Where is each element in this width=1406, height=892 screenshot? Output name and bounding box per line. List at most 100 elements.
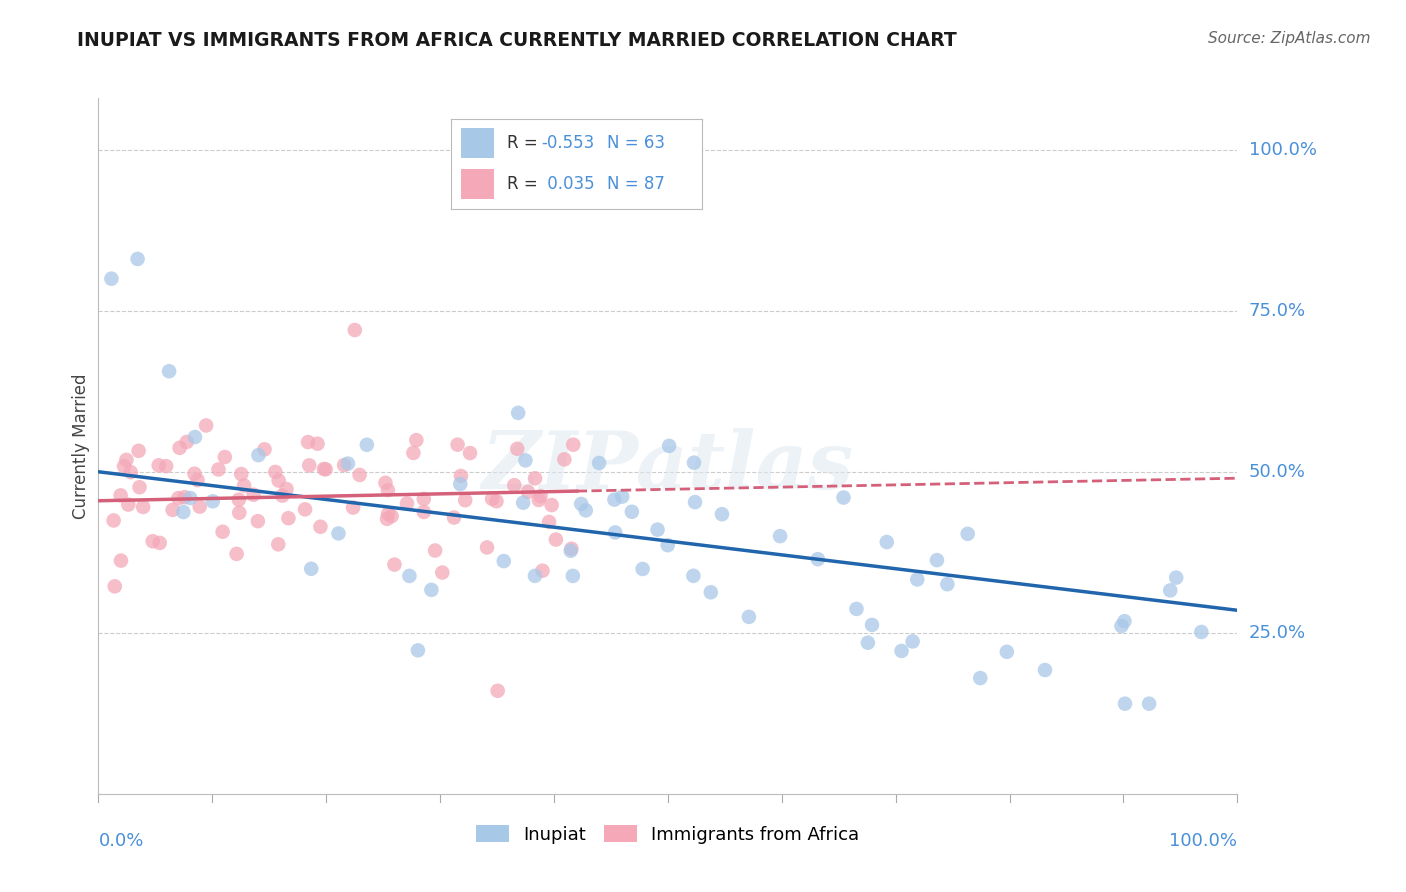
Point (120, 465, 142, 479)
Point (384, 558, 406, 572)
Point (454, 493, 477, 508)
Point (299, 562, 322, 576)
Point (527, 493, 550, 508)
Text: 25.0%: 25.0% (1249, 624, 1306, 642)
Point (225, 547, 247, 561)
Point (276, 482, 298, 496)
Point (523, 569, 546, 583)
Point (458, 446, 481, 460)
Point (890, 644, 912, 658)
Point (315, 462, 337, 476)
Point (876, 535, 898, 549)
Point (956, 526, 979, 541)
Point (512, 496, 534, 510)
Point (769, 529, 792, 543)
Point (149, 536, 172, 550)
Point (207, 462, 229, 476)
Point (142, 534, 165, 549)
Y-axis label: Currently Married: Currently Married (72, 373, 90, 519)
Point (184, 430, 207, 444)
Point (683, 456, 706, 470)
Point (264, 465, 287, 479)
Point (1114, 697, 1136, 711)
Text: Source: ZipAtlas.com: Source: ZipAtlas.com (1208, 31, 1371, 46)
Point (631, 562, 654, 576)
Point (807, 552, 830, 566)
Point (349, 467, 371, 482)
Point (492, 554, 515, 568)
Point (683, 495, 706, 509)
Point (936, 577, 959, 591)
Point (128, 480, 150, 494)
Point (710, 507, 733, 521)
Point (312, 462, 335, 476)
Point (172, 505, 194, 519)
Point (560, 543, 582, 558)
Point (531, 564, 554, 578)
Point (508, 406, 530, 420)
Point (423, 543, 446, 558)
Point (246, 514, 269, 528)
Point (443, 510, 465, 524)
Point (247, 448, 270, 462)
Text: INUPIAT VS IMMIGRANTS FROM AFRICA CURRENTLY MARRIED CORRELATION CHART: INUPIAT VS IMMIGRANTS FROM AFRICA CURREN… (77, 31, 957, 50)
Point (486, 683, 509, 698)
Legend: Inupiat, Immigrants from Africa: Inupiat, Immigrants from Africa (470, 818, 866, 851)
Point (475, 541, 498, 555)
Point (242, 488, 264, 502)
Point (405, 433, 427, 447)
Point (1166, 571, 1188, 585)
Point (657, 538, 679, 552)
Point (575, 503, 598, 517)
Point (506, 442, 529, 456)
Point (356, 438, 378, 452)
Point (253, 442, 276, 457)
Point (110, 488, 132, 502)
Point (561, 569, 583, 583)
Point (110, 553, 132, 567)
Point (277, 511, 299, 525)
Point (103, 513, 125, 527)
Point (402, 446, 425, 460)
Point (342, 500, 364, 515)
Point (1189, 625, 1212, 640)
Point (201, 494, 224, 508)
Point (307, 436, 329, 450)
Text: 100.0%: 100.0% (1170, 832, 1237, 850)
Point (517, 484, 540, 499)
Point (860, 618, 883, 632)
Point (969, 671, 991, 685)
Point (214, 450, 236, 464)
Point (905, 573, 928, 587)
Point (503, 478, 526, 492)
Point (294, 502, 316, 516)
Point (381, 509, 404, 524)
Point (167, 491, 190, 505)
Point (647, 523, 669, 537)
Point (328, 526, 350, 541)
Point (297, 435, 319, 450)
Point (553, 452, 575, 467)
Point (540, 498, 562, 512)
Point (188, 500, 211, 514)
Point (183, 467, 205, 481)
Point (544, 533, 567, 547)
Text: 75.0%: 75.0% (1249, 301, 1306, 319)
Point (162, 503, 184, 517)
Point (450, 469, 472, 483)
Point (449, 477, 471, 491)
Point (343, 323, 366, 337)
Point (1114, 614, 1136, 628)
Point (104, 579, 127, 593)
Point (612, 490, 634, 504)
Text: ZIPatlas: ZIPatlas (482, 428, 853, 506)
Point (738, 610, 761, 624)
Point (176, 434, 198, 449)
Point (420, 582, 443, 597)
Point (588, 456, 610, 470)
Point (560, 541, 582, 556)
Point (336, 457, 359, 471)
Point (1033, 663, 1056, 677)
Point (1111, 619, 1133, 633)
Point (620, 505, 643, 519)
